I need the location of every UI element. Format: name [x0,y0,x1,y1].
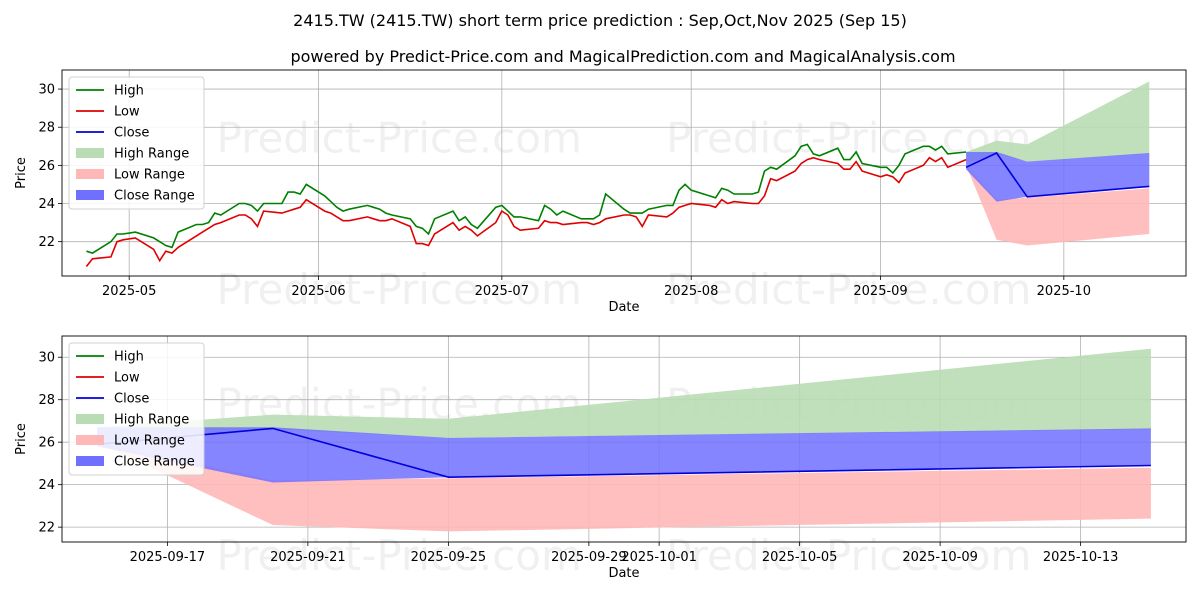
x-tick-label: 2025-09-21 [270,550,346,565]
plot-frame [61,335,1187,543]
watermark-text: Predict-Price.com [217,113,582,162]
y-axis-label: Price [14,423,29,455]
watermark-text: Predict-Price.com [217,265,582,314]
y-tick-label: 30 [38,83,55,98]
legend-item: Low [76,371,140,386]
legend-label: Low Range [114,434,185,449]
legend-item: High Range [76,413,189,428]
x-tick-label: 2025-09-17 [130,550,206,565]
legend-label: High [114,84,144,99]
legend-item: Low Range [76,434,185,449]
legend-label: Low Range [114,168,185,183]
x-tick-label: 2025-08 [664,284,718,299]
close-range-band [97,427,1151,483]
y-tick-label: 22 [38,235,55,250]
top-price-chart: Predict-Price.com Predict-Price.com Predic… [14,69,1187,315]
close-range-band [966,152,1150,202]
watermark-text: Predict-Price.com [217,531,582,580]
x-tick-label: 2025-09-29 [551,550,627,565]
chart-title: 2415.TW (2415.TW) short term price predi… [293,11,907,30]
high-range-band [966,81,1150,164]
legend-swatch [76,414,104,424]
legend-swatch [76,435,104,445]
legend-label: Close Range [114,455,195,470]
high-range-band [97,348,1151,441]
y-tick-label: 26 [38,436,55,451]
x-tick-label: 2025-05 [102,284,156,299]
y-tick-label: 22 [38,521,55,536]
legend-item: Close Range [76,189,195,204]
y-tick-label: 30 [38,351,55,366]
legend: High Low Close High Range Low Range Close Ran… [68,342,205,476]
close-series-line [965,151,1150,198]
x-tick-label: 2025-07 [475,284,529,299]
x-tick-label: 2025-09-25 [411,550,487,565]
low-range-band [966,165,1150,246]
x-tick-label: 2025-10-09 [902,550,978,565]
x-tick-label: 2025-06 [291,284,345,299]
legend-item: High [76,350,144,365]
legend-label: Close [114,392,149,407]
y-tick-label: 24 [38,478,55,493]
plot-area [97,348,1151,532]
legend-label: High Range [114,413,189,428]
plot-area [85,81,1150,267]
x-tick-label: 2025-10-05 [762,550,838,565]
y-tick-label: 28 [38,121,55,136]
legend-item: Close Range [76,455,195,470]
y-tick-label: 26 [38,159,55,174]
legend-label: Low [114,371,140,386]
x-tick-label: 2025-10 [1037,284,1091,299]
high-series-line [86,143,967,254]
x-axis-label: Date [608,566,639,581]
low-range-band [97,442,1151,532]
legend-item: Close [76,126,149,141]
plot-frame [61,69,1187,277]
legend-swatch [76,190,104,200]
legend-swatch [76,148,104,158]
legend-label: High Range [114,147,189,162]
legend-swatch [76,169,104,179]
legend-swatch [76,456,104,466]
watermark-text: Predict-Price.com [666,265,1031,314]
watermark-text: Predict-Price.com [666,531,1031,580]
x-tick-label: 2025-10-13 [1043,550,1119,565]
legend-item: High Range [76,147,189,162]
x-tick-label: 2025-09 [853,284,907,299]
x-axis-label: Date [608,300,639,315]
x-tick-label: 2025-10-01 [621,550,697,565]
chart-subtitle: powered by Predict-Price.com and Magical… [290,47,955,66]
legend: High Low Close High Range Low Range Close Ran… [68,76,205,210]
legend-item: Low Range [76,168,185,183]
legend-item: Low [76,105,140,120]
legend-label: Close Range [114,189,195,204]
legend-item: High [76,84,144,99]
low-series-line [85,156,967,267]
y-tick-label: 24 [38,197,55,212]
y-tick-label: 28 [38,393,55,408]
legend-item: Close [76,392,149,407]
legend-label: Close [114,126,149,141]
legend-label: Low [114,105,140,120]
y-axis-label: Price [14,157,29,189]
legend-label: High [114,350,144,365]
